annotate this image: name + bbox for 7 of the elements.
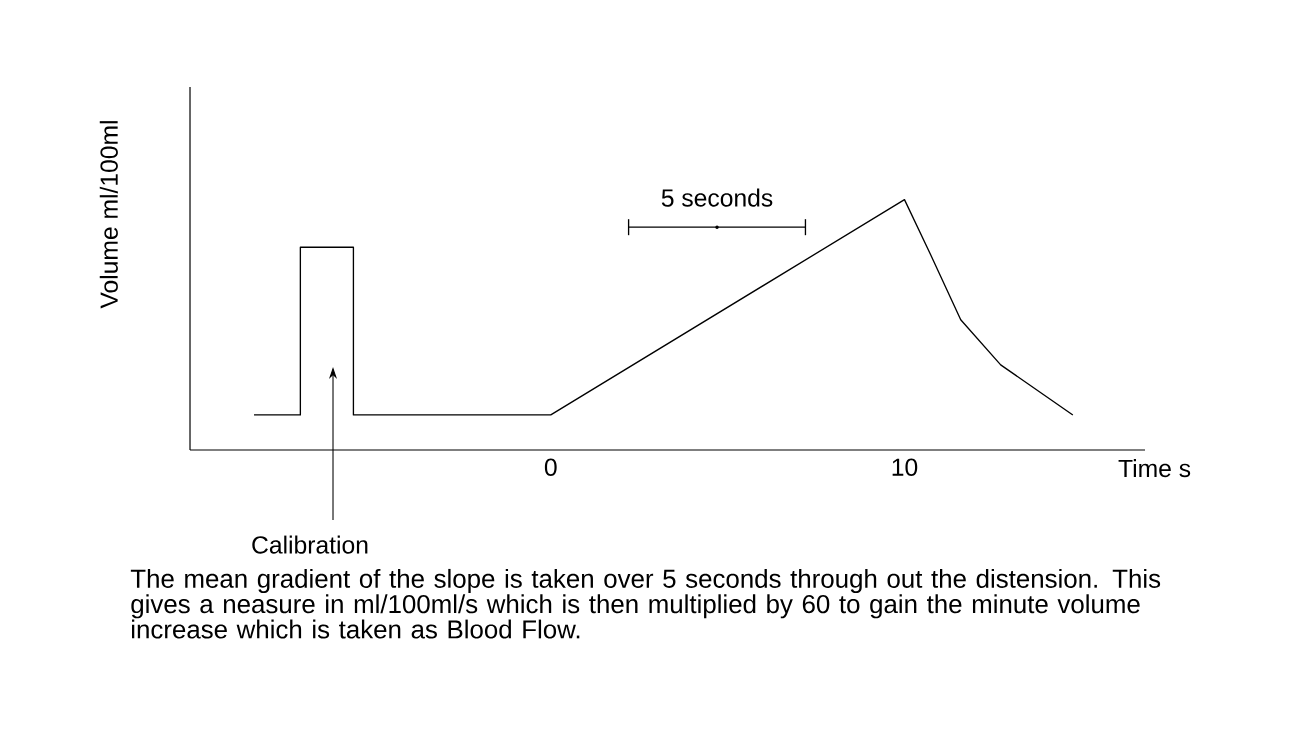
- text: The mean gradient of the slope is taken over 5 seconds through out the distension. This gives a neasure in ml/100ml/s which is then multiplied by 60 to gain the minute volume increase which is taken as Blood Flow.: [130, 568, 1161, 639]
- text: Calibration: [252, 535, 368, 554]
- y-axis-title: Volume ml/100ml: [99, 121, 118, 309]
- x-tick-label: 10: [892, 458, 918, 476]
- annotation: 5 seconds: [661, 188, 773, 207]
- x-tick-label: 0: [544, 458, 557, 476]
- x-axis-title: Time s: [1118, 459, 1191, 478]
